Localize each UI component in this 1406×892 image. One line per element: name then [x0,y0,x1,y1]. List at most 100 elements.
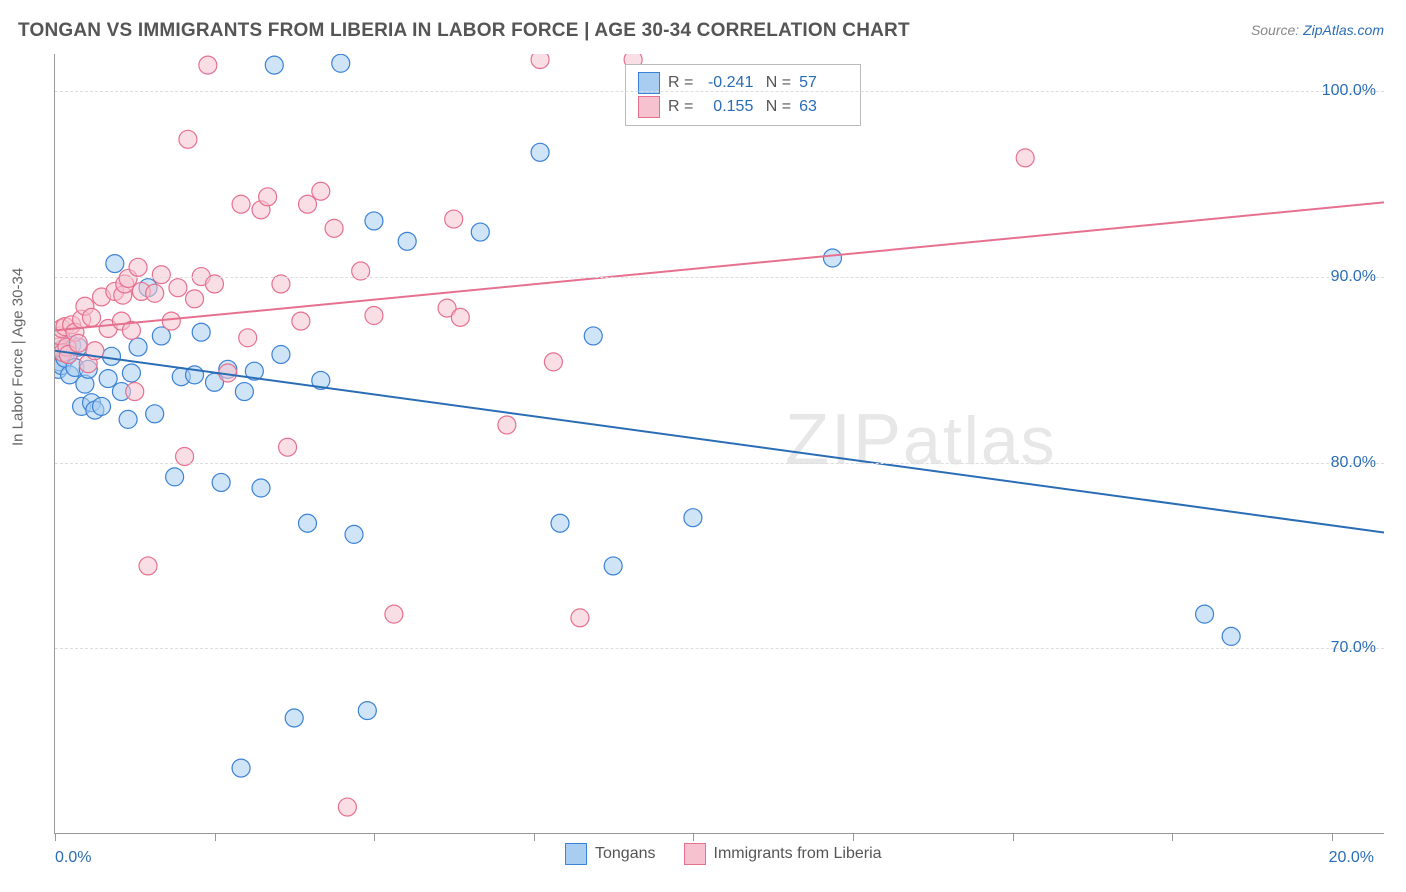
data-point [59,345,77,363]
data-point [76,297,94,315]
data-point [86,401,104,419]
data-point [551,514,569,532]
data-point [245,362,263,380]
legend-item-series-1: Immigrants from Liberia [684,843,882,865]
data-point [252,479,270,497]
legend-label-series-0: Tongans [595,845,656,863]
data-point [122,364,140,382]
x-tick [693,833,694,841]
data-point [438,299,456,317]
data-point [252,201,270,219]
data-point [63,316,81,334]
data-point [119,269,137,287]
data-point [69,338,87,356]
data-point [365,307,383,325]
chart-container: TONGAN VS IMMIGRANTS FROM LIBERIA IN LAB… [0,0,1406,892]
y-tick-label: 80.0% [1331,454,1386,472]
data-point [235,383,253,401]
x-tick [55,833,56,841]
data-point [66,323,84,341]
source-link[interactable]: ZipAtlas.com [1303,22,1384,38]
data-point [122,321,140,339]
x-tick [1332,833,1333,841]
data-point [114,286,132,304]
data-point [232,759,250,777]
trendline [55,202,1384,330]
data-point [55,327,69,345]
data-point [61,366,79,384]
data-point [99,320,117,338]
data-point [192,323,210,341]
data-point [1016,149,1034,167]
data-point [531,54,549,69]
legend-series: Tongans Immigrants from Liberia [565,843,882,865]
data-point [531,143,549,161]
data-point [76,375,94,393]
x-tick-label: 0.0% [55,849,91,867]
data-point [79,355,97,373]
grid-line [55,648,1384,649]
data-point [312,371,330,389]
data-point [299,195,317,213]
data-point [55,344,72,362]
trendline [55,351,1384,533]
chart-svg [55,54,1384,833]
data-point [169,279,187,297]
data-point [604,557,622,575]
legend-label-series-1: Immigrants from Liberia [714,845,882,863]
x-tick [374,833,375,841]
data-point [79,360,97,378]
data-point [285,709,303,727]
data-point [139,279,157,297]
data-point [56,349,74,367]
grid-line [55,277,1384,278]
x-tick [215,833,216,841]
data-point [59,345,77,363]
data-point [69,334,87,352]
data-point [119,410,137,428]
data-point [312,182,330,200]
x-tick [1013,833,1014,841]
data-point [152,266,170,284]
data-point [55,357,71,375]
data-point [112,312,130,330]
plot-area: ZIPatlas R = -0.241 N = 57 R = 0.155 N =… [54,54,1384,834]
data-point [56,318,74,336]
data-point [199,56,217,74]
data-point [259,188,277,206]
data-point [338,798,356,816]
data-point [299,514,317,532]
data-point [232,195,250,213]
y-axis-title: In Labor Force | Age 30-34 [10,268,27,446]
data-point [398,232,416,250]
data-point [219,364,237,382]
data-point [172,368,190,386]
data-point [385,605,403,623]
legend-row: R = 0.155 N = 63 [638,95,848,119]
data-point [86,342,104,360]
data-point [112,383,130,401]
data-point [83,308,101,326]
data-point [365,212,383,230]
grid-line [55,463,1384,464]
legend-n-value-1: 63 [799,95,817,119]
data-point [146,284,164,302]
data-point [55,360,67,378]
data-point [684,509,702,527]
data-point [584,327,602,345]
grid-line [55,91,1384,92]
data-point [93,397,111,415]
data-point [102,347,120,365]
data-point [265,56,283,74]
data-point [73,397,91,415]
data-point [445,210,463,228]
data-point [93,288,111,306]
data-point [106,255,124,273]
data-point [55,320,71,338]
data-point [63,336,81,354]
y-tick-label: 70.0% [1331,639,1386,657]
data-point [205,373,223,391]
data-point [129,258,147,276]
data-point [99,370,117,388]
data-point [132,282,150,300]
